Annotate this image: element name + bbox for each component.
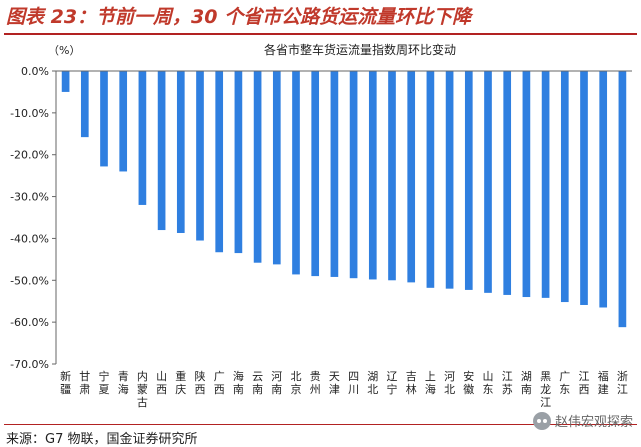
bar [61,71,70,92]
x-tick-label: 浙江 [617,370,628,396]
x-tick-label: 吉林 [406,370,417,396]
bar [215,71,224,253]
source-note: 来源：G7 物联，国金证券研究所 [6,432,198,447]
x-tick-label: 四川 [348,370,359,396]
bar [196,71,204,241]
x-tick-label: 海南 [233,369,244,396]
x-tick-label: 辽宁 [387,370,398,396]
x-tick-label: 贵州 [310,370,321,396]
x-tick-label: 广西 [214,370,225,396]
bar [349,71,358,279]
x-tick-label: 重庆 [175,369,186,396]
bar [560,71,569,303]
x-tick-label: 江苏 [502,370,513,396]
x-tick-label: 山西 [156,370,167,396]
x-tick-label: 湖南 [521,370,532,396]
wechat-icon [532,411,551,430]
y-tick-label: -10.0% [10,107,49,120]
x-tick-label: 黑龙江 [540,370,551,409]
bar [292,71,300,275]
x-tick-label: 广东 [559,370,570,396]
bar [234,71,243,254]
figure-title: 图表 23：节前一周，30 个省市公路货运流量环比下降 [6,6,472,28]
bar [176,71,185,233]
bar [311,71,320,277]
bar [522,71,531,298]
bar [407,71,416,283]
bar [138,71,147,205]
bar [100,71,108,167]
y-tick-label: 0.0% [21,65,49,78]
bar [119,71,128,172]
watermark-text: 赵伟宏观探索 [554,415,633,430]
y-tick-label: -40.0% [10,232,49,245]
bar [80,71,89,138]
bar [464,71,473,290]
bar [368,71,377,280]
bar [618,71,627,328]
x-tick-label: 河南 [271,370,282,396]
x-tick-label: 北京 [291,370,302,396]
y-tick-label: -60.0% [10,316,49,329]
bar [580,71,588,305]
bar [541,71,550,298]
y-tick-label: -20.0% [10,149,49,162]
y-axis-unit-label: （%） [48,44,80,57]
title-divider [4,33,637,35]
bar [388,71,396,281]
x-tick-label: 上海 [425,370,436,396]
x-tick-label: 云南 [252,370,263,396]
y-tick-label: -70.0% [10,358,49,371]
x-tick-label: 甘肃 [79,370,90,396]
bar [599,71,608,308]
bar [157,71,166,231]
bar [330,71,339,277]
x-tick-label: 湖北 [367,370,378,396]
bar [272,71,281,265]
y-tick-label: -50.0% [10,274,49,287]
bar [253,71,262,263]
bar [503,71,512,295]
x-tick-label: 天津 [329,370,340,396]
x-tick-label: 江西 [579,370,590,396]
chart-title: 各省市整车货运流量指数周环比变动 [264,42,456,57]
x-tick-label: 河北 [444,370,455,396]
x-tick-label: 内蒙古 [137,369,148,409]
x-tick-label: 青海 [118,370,129,396]
x-tick-label: 福建 [598,369,609,396]
x-tick-label: 山东 [483,370,494,396]
watermark: 赵伟宏观探索 [532,411,633,430]
x-tick-label: 陕西 [195,369,206,396]
x-tick-label: 安徽 [463,369,474,396]
bar [484,71,492,293]
bar [426,71,435,288]
x-tick-label: 新疆 [60,369,71,396]
x-tick-label: 宁夏 [99,369,110,396]
bar [445,71,454,289]
footer-divider [4,424,637,425]
y-tick-label: -30.0% [10,191,49,204]
